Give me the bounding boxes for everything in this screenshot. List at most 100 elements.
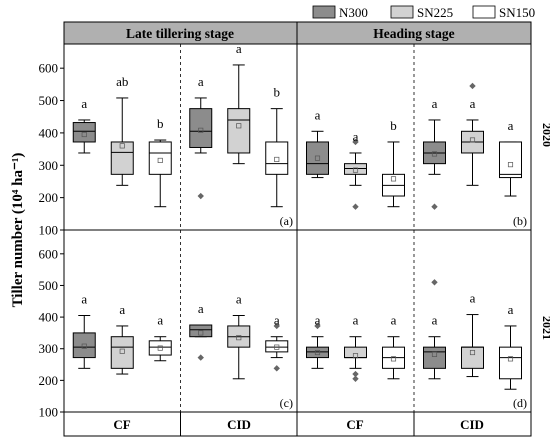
significance-letter: a [236, 41, 242, 56]
significance-letter: a [508, 118, 514, 133]
mean-marker [236, 335, 242, 341]
row-label-2020: 2020 [540, 123, 550, 147]
significance-letter: a [432, 96, 438, 111]
mean-marker [507, 356, 514, 362]
panel-label: (b) [513, 214, 527, 228]
box-cid-sn150: a [265, 313, 289, 372]
mean-marker [352, 353, 359, 359]
mean-marker [198, 330, 204, 336]
column-header-late-tillering: Late tillering stage [126, 26, 234, 41]
outlier-point [352, 138, 359, 146]
box-cf-sn225: a [344, 129, 367, 210]
legend-label-sn225: SN225 [417, 5, 453, 20]
mean-marker [236, 123, 242, 129]
box-cf-n300: a [72, 292, 96, 369]
significance-letter: a [432, 313, 438, 328]
outlier-point [352, 370, 359, 378]
y-tick-label: 300 [39, 158, 59, 173]
box-cid-sn225: a [227, 41, 251, 165]
box-cid-sn225: a [461, 82, 484, 186]
group-label-cf-right: CF [346, 417, 363, 432]
box-cf-n300: a [306, 107, 329, 179]
box-iqr [306, 141, 329, 175]
significance-letter: a [198, 301, 204, 316]
mean-marker [119, 348, 125, 354]
mean-marker [157, 345, 163, 351]
legend-swatch-n300 [312, 5, 336, 19]
mean-marker [274, 156, 280, 162]
significance-letter: b [157, 116, 164, 131]
outlier-point [197, 354, 204, 361]
mean-marker [390, 176, 397, 182]
outlier-point [314, 322, 321, 330]
box-cid-n300: a [423, 279, 446, 380]
group-label-cid-right: CID [460, 417, 484, 432]
box-cid-n300: a [189, 301, 213, 361]
box-cid-n300: a [189, 74, 213, 200]
group-label-cf-left: CF [113, 417, 130, 432]
y-tick-label: 600 [39, 246, 59, 261]
significance-letter: b [274, 85, 281, 100]
box-cid-sn150: a [499, 302, 522, 390]
significance-letter: a [508, 302, 514, 317]
outlier-point [352, 375, 359, 382]
box-iqr [110, 141, 134, 175]
box-cid-sn225: a [461, 291, 484, 378]
significance-letter: b [390, 118, 397, 133]
box-iqr [265, 141, 289, 175]
significance-letter: a [391, 313, 397, 328]
box-cid-sn150: a [499, 118, 522, 197]
significance-letter: a [157, 313, 163, 328]
mean-marker [198, 127, 204, 133]
mean-marker [274, 344, 280, 350]
y-tick-label: 200 [39, 190, 59, 205]
column-header-heading: Heading stage [373, 26, 454, 41]
box-cf-sn225: a [344, 313, 367, 382]
box-cf-n300: a [306, 313, 329, 369]
panel-label: (c) [280, 396, 293, 410]
box-cf-sn150: a [148, 313, 172, 362]
significance-letter: ab [116, 74, 128, 89]
outlier-point [469, 82, 476, 90]
y-tick-label: 600 [39, 61, 59, 76]
box-cid-n300: a [423, 96, 446, 210]
legend-label-n300: N300 [339, 5, 368, 20]
y-tick-label: 100 [39, 405, 59, 420]
box-iqr [499, 346, 522, 380]
box-iqr [148, 340, 172, 356]
legend-swatch-sn150 [472, 5, 496, 19]
outlier-point [431, 279, 438, 286]
box-cf-n300: a [72, 96, 96, 154]
mean-marker [119, 143, 125, 149]
mean-marker [314, 349, 321, 356]
box-iqr [227, 108, 251, 154]
row-label-2021: 2021 [540, 316, 550, 340]
mean-marker [81, 131, 87, 138]
box-iqr [265, 340, 289, 353]
mean-marker [157, 157, 163, 163]
outlier-point [352, 203, 359, 210]
y-tick-label: 500 [39, 278, 59, 293]
legend-swatch-sn225 [390, 5, 414, 19]
y-tick-label: 100 [39, 223, 59, 238]
outlier-point [431, 203, 438, 210]
y-tick-label: 400 [39, 310, 59, 325]
mean-marker [431, 351, 438, 357]
box-iqr [344, 346, 367, 359]
box-iqr [499, 141, 522, 179]
significance-letter: a [315, 107, 321, 122]
significance-letter: a [470, 291, 476, 306]
significance-letter: a [315, 313, 321, 328]
box-iqr [423, 346, 446, 369]
significance-letter: a [198, 74, 204, 89]
significance-letter: a [119, 302, 125, 317]
box-cf-sn150: b [382, 118, 405, 208]
box-cf-sn150: b [148, 116, 172, 208]
panel-d: (d) a a a a a a [296, 229, 532, 413]
significance-letter: a [274, 313, 280, 328]
outlier-point [197, 192, 204, 200]
significance-letter: a [353, 313, 359, 328]
mean-marker [390, 356, 397, 362]
